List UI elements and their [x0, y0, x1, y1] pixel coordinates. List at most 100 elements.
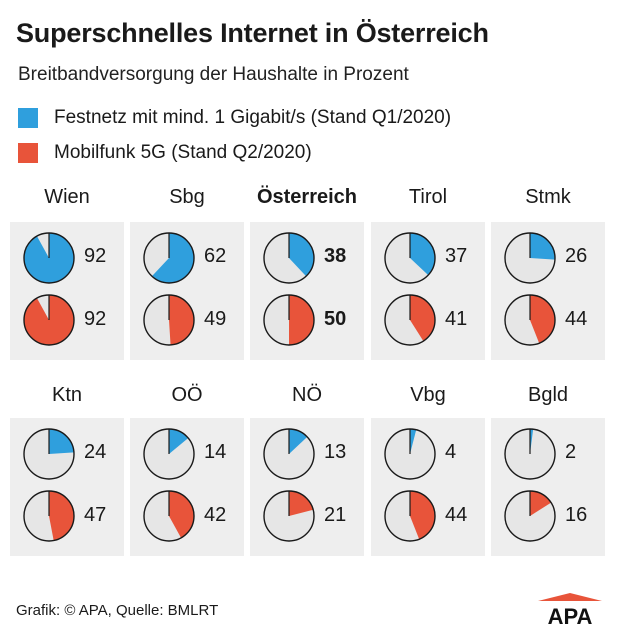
region-panel-stmk: 26 44	[491, 222, 605, 360]
pie-slice-mobilfunk-tirol	[410, 295, 436, 342]
pie-slice-mobilfunk-oesterreich	[289, 295, 314, 345]
pie-outline	[504, 490, 556, 542]
region-panel-ooe: 14 42	[130, 418, 244, 556]
region-label-oesterreich: Österreich	[256, 186, 358, 208]
region-panel-wien: 92 92	[10, 222, 124, 360]
pie-slice-mobilfunk-stmk	[530, 295, 555, 344]
pie-festnetz-oesterreich	[263, 232, 315, 284]
pie-mobilfunk-vbg	[384, 490, 436, 542]
pie-outline	[384, 490, 436, 542]
pie-festnetz-tirol	[384, 232, 436, 284]
value-label-mobilfunk-tirol: 41	[445, 308, 468, 330]
pie-slice-festnetz-stmk	[530, 233, 555, 260]
value-label-festnetz-sbg: 62	[204, 245, 227, 267]
pie-mobilfunk-oesterreich	[263, 294, 315, 346]
pie-mobilfunk-wien	[23, 294, 75, 346]
legend-item-festnetz: Festnetz mit mind. 1 Gigabit/s (Stand Q1…	[18, 107, 451, 129]
pie-outline	[263, 232, 315, 284]
value-label-festnetz-vbg: 4	[445, 441, 457, 463]
pie-festnetz-noe	[263, 428, 315, 480]
pie-festnetz-ooe	[143, 428, 195, 480]
pie-mobilfunk-bgld	[504, 490, 556, 542]
value-label-mobilfunk-stmk: 44	[565, 308, 588, 330]
legend-label-festnetz: Festnetz mit mind. 1 Gigabit/s (Stand Q1…	[54, 107, 452, 128]
region-panel-bgld: 2 16	[491, 418, 605, 556]
region-panel-ktn: 24 47	[10, 418, 124, 556]
value-label-mobilfunk-vbg: 44	[445, 504, 468, 526]
value-label-festnetz-bgld: 2	[565, 441, 577, 463]
pie-festnetz-vbg	[384, 428, 436, 480]
region-panel-tirol: 37 41	[371, 222, 485, 360]
apa-logo: APA	[538, 593, 602, 626]
region-label-stmk: Stmk	[525, 186, 571, 208]
region-label-vbg: Vbg	[410, 384, 446, 406]
legend-item-mobilfunk: Mobilfunk 5G (Stand Q2/2020)	[18, 142, 312, 164]
chart-subtitle: Breitbandversorgung der Haushalte in Pro…	[18, 64, 409, 85]
pie-mobilfunk-ktn	[23, 490, 75, 542]
pie-outline	[384, 428, 436, 480]
value-label-festnetz-oesterreich: 38	[324, 245, 347, 267]
pie-slice-festnetz-tirol	[410, 233, 435, 276]
pie-outline	[504, 428, 556, 480]
region-label-ktn: Ktn	[51, 384, 83, 406]
value-label-festnetz-ooe: 14	[204, 441, 227, 463]
pie-slice-festnetz-noe	[289, 429, 308, 454]
pie-outline	[23, 294, 75, 346]
pie-outline	[384, 294, 436, 346]
value-label-mobilfunk-noe: 21	[324, 504, 347, 526]
value-label-mobilfunk-sbg: 49	[204, 308, 227, 330]
pie-slice-festnetz-ooe	[169, 429, 189, 454]
pie-outline	[23, 428, 75, 480]
pie-outline	[384, 232, 436, 284]
logo-text: APA	[548, 604, 593, 626]
value-label-mobilfunk-ooe: 42	[204, 504, 227, 526]
value-label-mobilfunk-bgld: 16	[565, 504, 588, 526]
value-label-festnetz-wien: 92	[84, 245, 107, 267]
pie-festnetz-bgld	[504, 428, 556, 480]
region-label-noe: NÖ	[292, 384, 322, 406]
pie-mobilfunk-sbg	[143, 294, 195, 346]
value-label-mobilfunk-wien: 92	[84, 308, 107, 330]
pie-slice-festnetz-ktn	[49, 429, 74, 454]
legend-swatch-festnetz	[18, 108, 38, 128]
pie-slice-mobilfunk-ktn	[49, 491, 75, 541]
pie-slice-festnetz-oesterreich	[289, 233, 314, 277]
pie-slice-mobilfunk-ooe	[169, 491, 195, 538]
pie-mobilfunk-stmk	[504, 294, 556, 346]
value-label-festnetz-tirol: 37	[445, 245, 468, 267]
pie-outline	[263, 294, 315, 346]
region-panel-sbg: 62 49	[130, 222, 244, 360]
pie-slice-festnetz-bgld	[530, 429, 534, 454]
region-label-wien: Wien	[44, 186, 90, 208]
pie-festnetz-wien	[23, 232, 75, 284]
region-label-tirol: Tirol	[408, 186, 448, 208]
chart-title: Superschnelles Internet in Österreich	[16, 18, 489, 48]
pie-festnetz-ktn	[23, 428, 75, 480]
region-label-sbg: Sbg	[169, 186, 205, 208]
pie-outline	[143, 428, 195, 480]
value-label-mobilfunk-oesterreich: 50	[324, 308, 347, 330]
pie-slice-mobilfunk-noe	[289, 491, 314, 516]
pie-outline	[504, 232, 556, 284]
legend-label-mobilfunk: Mobilfunk 5G (Stand Q2/2020)	[54, 142, 312, 163]
pie-outline	[23, 232, 75, 284]
pie-outline	[23, 490, 75, 542]
value-label-festnetz-stmk: 26	[565, 245, 588, 267]
pie-slice-festnetz-sbg	[151, 233, 195, 283]
source-note: Grafik: © APA, Quelle: BMLRT	[16, 602, 219, 619]
region-panel-oesterreich: 38 50	[250, 222, 364, 360]
region-label-ooe: OÖ	[171, 384, 203, 406]
value-label-festnetz-noe: 13	[324, 441, 347, 463]
region-label-bgld: Bgld	[527, 384, 569, 406]
value-label-mobilfunk-ktn: 47	[84, 504, 107, 526]
region-panel-vbg: 4 44	[371, 418, 485, 556]
pie-mobilfunk-ooe	[143, 490, 195, 542]
pie-slice-festnetz-vbg	[410, 429, 417, 454]
pie-mobilfunk-noe	[263, 490, 315, 542]
pie-outline	[504, 294, 556, 346]
pie-festnetz-stmk	[504, 232, 556, 284]
pie-outline	[143, 294, 195, 346]
region-panel-noe: 13 21	[250, 418, 364, 556]
logo-roof-icon	[538, 593, 602, 601]
pie-festnetz-sbg	[143, 232, 195, 284]
